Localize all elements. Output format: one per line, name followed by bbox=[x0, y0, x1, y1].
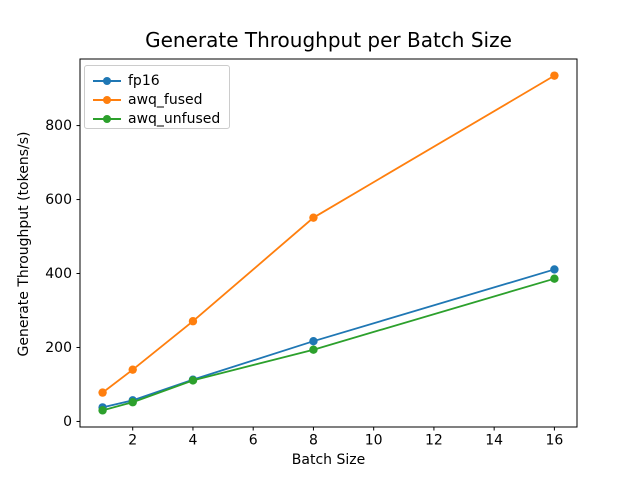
legend-line-marker-sample bbox=[93, 76, 121, 86]
legend-label: fp16 bbox=[128, 72, 160, 89]
legend: fp16 awq_fused awq_unfused bbox=[84, 65, 230, 129]
legend-label: awq_fused bbox=[128, 91, 203, 108]
series-marker-awq_fused bbox=[98, 388, 107, 397]
x-tick-label: 12 bbox=[425, 433, 443, 449]
x-tick-label: 16 bbox=[545, 433, 563, 449]
x-tick-label: 14 bbox=[485, 433, 503, 449]
plot-border bbox=[79, 58, 578, 428]
legend-item-awq-fused: awq_fused bbox=[93, 90, 229, 109]
series-marker-awq_fused bbox=[550, 71, 559, 80]
legend-label: awq_unfused bbox=[128, 110, 221, 127]
x-axis-label: Batch Size bbox=[291, 452, 366, 468]
y-tick-label: 600 bbox=[45, 192, 72, 208]
y-tick-label: 200 bbox=[45, 340, 72, 356]
series-marker-awq_unfused bbox=[128, 398, 137, 407]
series-marker-fp16 bbox=[550, 265, 559, 274]
legend-line-marker-sample bbox=[93, 95, 121, 105]
series-marker-awq_fused bbox=[309, 213, 318, 222]
series-marker-awq_unfused bbox=[550, 274, 559, 283]
series-marker-awq_unfused bbox=[309, 345, 318, 354]
series-marker-fp16 bbox=[309, 336, 318, 346]
y-tick-label: 0 bbox=[63, 414, 72, 430]
series-marker-awq_unfused bbox=[98, 406, 107, 415]
legend-item-awq-unfused: awq_unfused bbox=[93, 109, 229, 128]
series-marker-awq_fused bbox=[128, 365, 137, 374]
legend-line-marker-sample bbox=[93, 114, 121, 124]
y-tick-label: 800 bbox=[45, 118, 72, 134]
x-tick-label: 4 bbox=[188, 433, 197, 449]
series-marker-awq_fused bbox=[188, 317, 198, 326]
chart-title: Generate Throughput per Batch Size bbox=[145, 28, 512, 52]
x-tick-label: 10 bbox=[365, 433, 383, 449]
x-tick-label: 6 bbox=[249, 433, 258, 449]
y-axis-label: Generate Throughput (tokens/s) bbox=[16, 131, 32, 357]
y-tick-label: 400 bbox=[45, 266, 72, 282]
series-marker-awq_unfused bbox=[188, 376, 198, 385]
x-tick-label: 2 bbox=[128, 433, 137, 449]
x-tick-label: 8 bbox=[309, 433, 318, 449]
series-line-awq_unfused bbox=[101, 277, 556, 412]
legend-item-fp16: fp16 bbox=[93, 71, 229, 90]
